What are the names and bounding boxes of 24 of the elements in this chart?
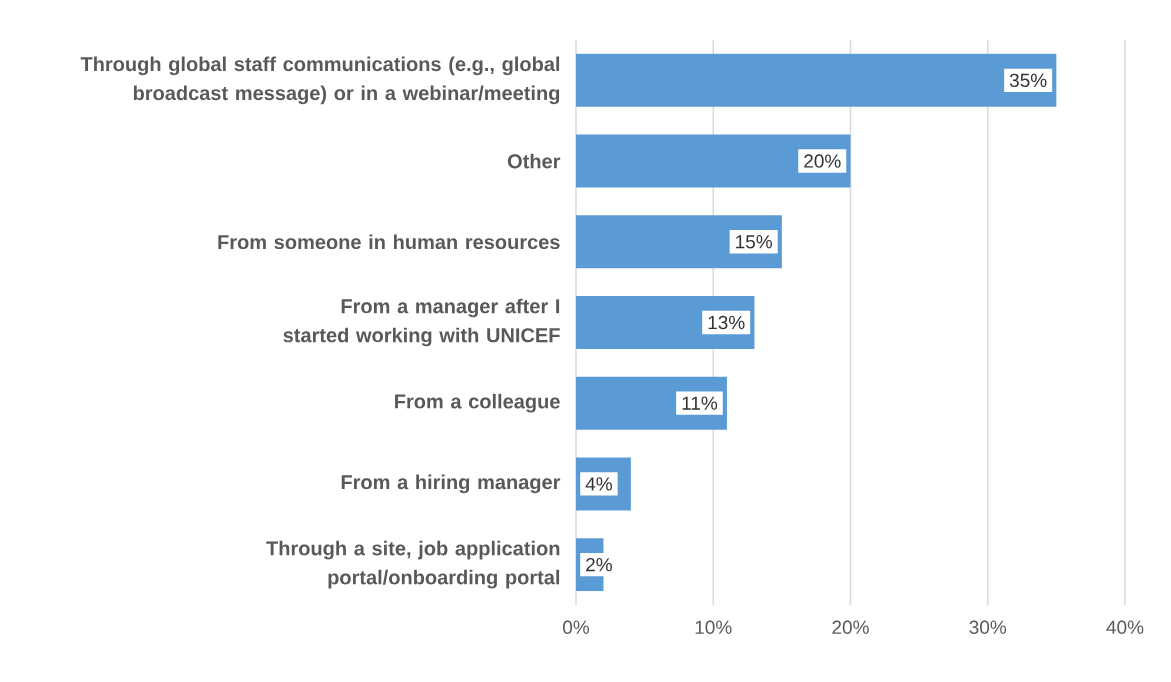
x-tick-label: 30%	[969, 620, 1007, 634]
y-tick-label: Through global staff communications (e.g., global broadcast message) or in a webinar/meeting	[80, 56, 560, 105]
bar	[576, 134, 851, 188]
y-tick-label: Other	[507, 153, 561, 169]
y-tick-label: From a manager after I started working with UNICEF	[283, 298, 560, 347]
data-label: 2%	[586, 557, 612, 572]
x-tick-label: 40%	[1106, 620, 1144, 634]
y-tick-label: From someone in human resources	[218, 234, 560, 250]
bar	[576, 215, 782, 269]
y-tick-label: From a hiring manager	[341, 474, 561, 494]
data-label: 11%	[682, 396, 718, 410]
data-label: 13%	[708, 315, 745, 330]
y-tick-label: From a colleague	[395, 393, 560, 413]
bar	[576, 53, 1057, 107]
bar	[576, 376, 727, 430]
data-label: 15%	[736, 235, 772, 249]
data-label: 4%	[585, 477, 612, 491]
data-label: 35%	[1009, 73, 1047, 88]
x-tick-label: 20%	[832, 620, 869, 634]
x-tick-label: 10%	[695, 620, 732, 634]
data-label: 20%	[804, 154, 841, 168]
bar	[576, 296, 755, 349]
x-tick-label: 0%	[563, 620, 590, 634]
y-tick-label: Through a site, job application portal/onboarding portal	[266, 540, 560, 589]
